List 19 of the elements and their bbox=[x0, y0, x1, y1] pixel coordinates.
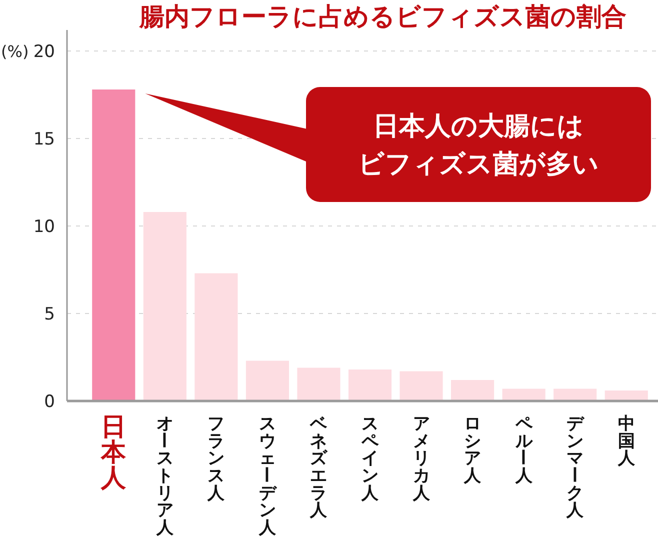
x-tick-label: アメリカ人 bbox=[412, 414, 431, 504]
y-tick-label: 0 bbox=[44, 392, 55, 412]
y-tick-label: 15 bbox=[33, 130, 55, 150]
x-tick-label: スウェーデン人 bbox=[256, 414, 278, 538]
y-axis-title: (%) bbox=[1, 42, 29, 61]
x-tick-label: デンマーク人 bbox=[563, 414, 586, 521]
x-tick-label: フランス人 bbox=[206, 414, 226, 504]
y-tick-label: 5 bbox=[44, 304, 55, 324]
chart-title: 腸内フローラに占めるビフィズス菌の割合 bbox=[138, 2, 626, 31]
x-tick-label: 中国人 bbox=[616, 414, 636, 469]
x-tick-label: ロシア人 bbox=[463, 414, 482, 486]
annotation: 日本人の大腸にはビフィズス菌が多い bbox=[358, 112, 599, 180]
x-tick-label: スペイン人 bbox=[360, 414, 380, 504]
x-tick-label: ペルー人 bbox=[512, 414, 534, 486]
x-tick-label: 日本人 bbox=[100, 412, 128, 492]
y-tick-label: 10 bbox=[33, 217, 55, 237]
x-tick-label: オーストリア人 bbox=[153, 414, 174, 538]
x-tick-label: ベネズエラ人 bbox=[309, 414, 328, 521]
y-tick-label: 20 bbox=[33, 42, 55, 62]
